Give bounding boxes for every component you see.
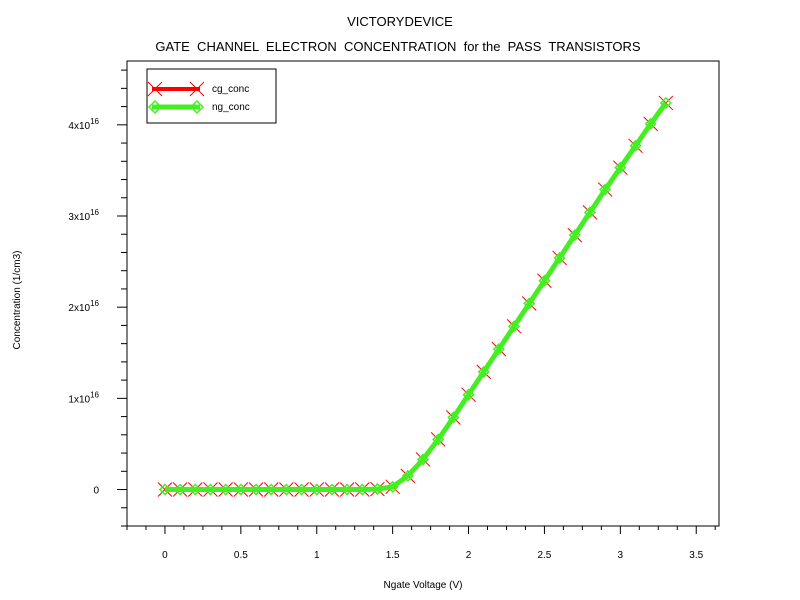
y-axis: 0 1x1016 2x1016 3x1016 4x1016 bbox=[68, 69, 127, 527]
data-point-ng_conc bbox=[386, 480, 399, 493]
data-point-ng_conc bbox=[508, 320, 521, 333]
data-point-ng_conc bbox=[432, 433, 445, 446]
y-tick-label: 3x1016 bbox=[68, 208, 99, 223]
data-point-ng_conc bbox=[371, 483, 384, 496]
data-point-ng_conc bbox=[249, 483, 263, 496]
chart-title: VICTORYDEVICE bbox=[347, 14, 453, 29]
y-tick-label: 0 bbox=[93, 486, 99, 497]
data-point-ng_conc bbox=[325, 483, 338, 496]
data-point-ng_conc bbox=[310, 483, 323, 496]
x-tick-label: 1.5 bbox=[386, 550, 400, 561]
data-point-ng_conc bbox=[280, 483, 293, 496]
data-point-ng_conc bbox=[341, 483, 354, 496]
series-layer bbox=[157, 95, 674, 497]
plot-frame bbox=[126, 60, 720, 527]
data-point-ng_conc bbox=[523, 297, 536, 310]
data-point-ng_conc bbox=[295, 483, 308, 496]
y-tick-label: 2x1016 bbox=[68, 299, 99, 314]
data-point-ng_conc bbox=[204, 483, 217, 496]
legend-marker bbox=[189, 81, 205, 97]
data-point-ng_conc bbox=[189, 483, 202, 496]
data-point-ng_conc bbox=[568, 229, 581, 242]
data-point-ng_conc bbox=[401, 469, 414, 482]
data-point-ng_conc bbox=[492, 343, 505, 356]
y-axis-label: Concentration (1/cm3) bbox=[12, 251, 23, 350]
x-tick-label: 0 bbox=[162, 550, 168, 561]
legend-label: cg_conc bbox=[212, 84, 249, 95]
x-tick-label: 0.5 bbox=[234, 550, 248, 561]
legend: cg_conc ng_conc bbox=[146, 68, 277, 124]
legend-marker bbox=[189, 99, 205, 115]
legend-marker bbox=[147, 81, 163, 97]
x-tick-label: 2 bbox=[466, 550, 472, 561]
data-point-ng_conc bbox=[659, 96, 672, 110]
data-point-ng_conc bbox=[477, 365, 490, 378]
data-point-ng_conc bbox=[447, 411, 460, 424]
series-line-ng_conc bbox=[164, 101, 668, 492]
data-point-ng_conc bbox=[583, 206, 597, 219]
x-tick-label: 3 bbox=[618, 550, 624, 561]
legend-item-cg_conc: cg_conc bbox=[147, 81, 249, 97]
data-point-ng_conc bbox=[219, 483, 232, 496]
data-point-ng_conc bbox=[629, 139, 642, 152]
x-axis-label: Ngate Voltage (V) bbox=[384, 580, 463, 591]
x-tick-label: 3.5 bbox=[689, 550, 703, 561]
data-point-ng_conc bbox=[553, 251, 566, 265]
x-tick-label: 2.5 bbox=[537, 550, 551, 561]
data-point-ng_conc bbox=[158, 483, 172, 496]
data-point-ng_conc bbox=[265, 483, 278, 496]
y-tick-label: 4x1016 bbox=[68, 117, 99, 132]
legend-label: ng_conc bbox=[212, 102, 250, 113]
chart-subtitle: GATE CHANNEL ELECTRON CONCENTRATION for … bbox=[155, 39, 641, 54]
x-axis: 0 0.5 1 1.5 2 2.5 3 3.5 bbox=[126, 526, 716, 561]
data-point-ng_conc bbox=[644, 117, 657, 130]
data-point-ng_conc bbox=[356, 483, 369, 496]
data-point-ng_conc bbox=[538, 274, 551, 287]
data-point-ng_conc bbox=[416, 453, 430, 466]
data-point-ng_conc bbox=[174, 483, 187, 496]
series-ng_conc bbox=[158, 96, 672, 496]
y-tick-label: 1x1016 bbox=[68, 390, 99, 405]
legend-box bbox=[146, 68, 277, 124]
data-point-ng_conc bbox=[234, 483, 247, 496]
data-point-ng_conc bbox=[599, 183, 612, 196]
legend-marker bbox=[147, 99, 163, 115]
legend-item-ng_conc: ng_conc bbox=[147, 99, 250, 115]
x-tick-label: 1 bbox=[314, 550, 320, 561]
data-point-ng_conc bbox=[614, 161, 627, 174]
data-point-ng_conc bbox=[462, 388, 475, 401]
legend-items: cg_conc ng_conc bbox=[147, 81, 250, 115]
